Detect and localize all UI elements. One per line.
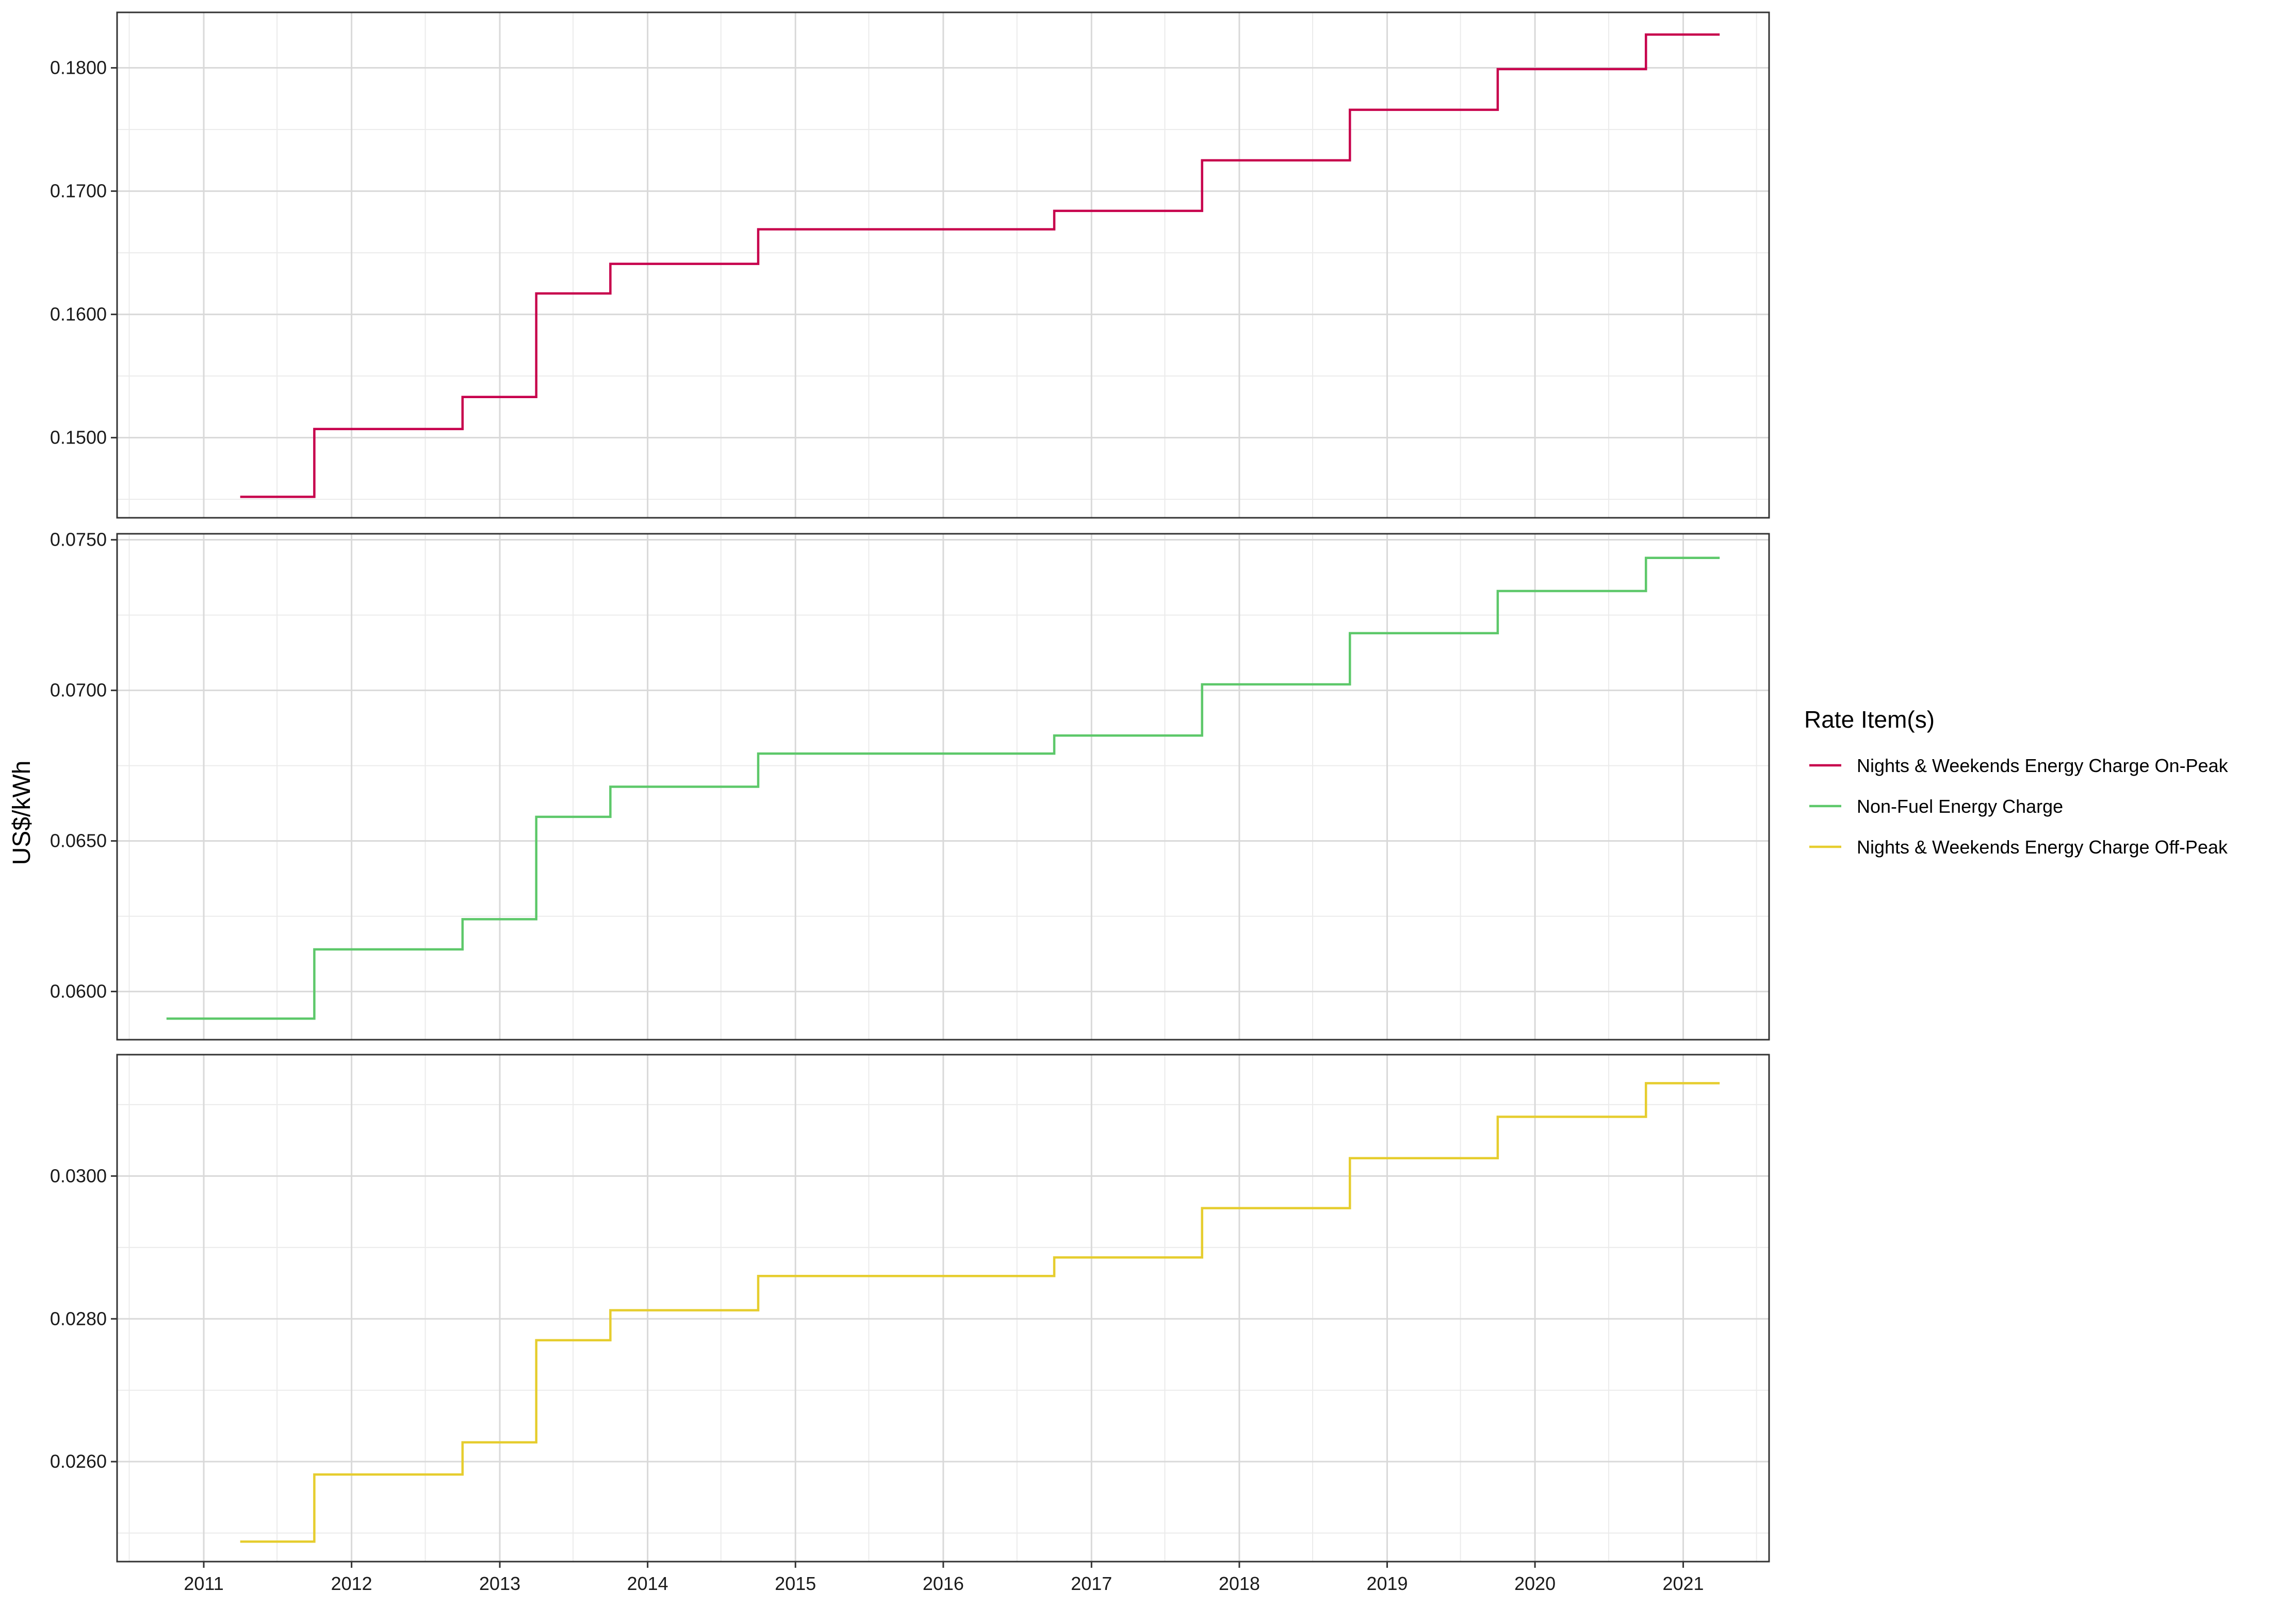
- legend-label: Non-Fuel Energy Charge: [1857, 796, 2063, 817]
- y-tick-label: 0.1500: [50, 427, 107, 448]
- y-tick-label: 0.0700: [50, 680, 107, 701]
- legend-label: Nights & Weekends Energy Charge On-Peak: [1857, 755, 2229, 776]
- panel-1: 0.1500 0.1600 0.1700 0.1800: [50, 11, 1770, 519]
- x-tick-label: 2013: [479, 1573, 520, 1594]
- x-tick-label: 2021: [1662, 1573, 1704, 1594]
- legend: Rate Item(s) Nights & Weekends Energy Ch…: [1804, 706, 2229, 858]
- y-tick-label: 0.0600: [50, 981, 107, 1002]
- series-line: [240, 1082, 1720, 1543]
- x-tick-label: 2017: [1071, 1573, 1112, 1594]
- y-axis-title: US$/kWh: [8, 761, 36, 865]
- x-tick-label: 2011: [184, 1573, 223, 1594]
- y-tick-label: 0.1800: [50, 57, 107, 78]
- x-tick-label: 2012: [331, 1573, 372, 1594]
- y-tick-label: 0.0650: [50, 830, 107, 851]
- legend-items: Nights & Weekends Energy Charge On-Peak N…: [1809, 755, 2229, 858]
- x-axis: 2011 2012 2013 2014 2015 2016 2017 2018 2019 2020…: [184, 1562, 1704, 1594]
- x-tick-label: 2018: [1219, 1573, 1260, 1594]
- series-line: [166, 556, 1720, 1020]
- y-tick-label: 0.0300: [50, 1165, 107, 1186]
- x-tick-label: 2014: [627, 1573, 668, 1594]
- y-tick-label: 0.0260: [50, 1451, 107, 1472]
- x-tick-label: 2019: [1366, 1573, 1408, 1594]
- x-tick-label: 2020: [1514, 1573, 1556, 1594]
- panel-border: [116, 11, 1770, 519]
- legend-label: Nights & Weekends Energy Charge Off-Peak: [1857, 836, 2228, 858]
- panel-border: [116, 533, 1770, 1041]
- panel-3: 0.0260 0.0280 0.0300: [50, 1054, 1770, 1563]
- y-tick-label: 0.0750: [50, 529, 107, 550]
- x-tick-label: 2016: [923, 1573, 964, 1594]
- y-tick-label: 0.0280: [50, 1308, 107, 1329]
- y-tick-label: 0.1700: [50, 181, 107, 202]
- x-tick-label: 2015: [775, 1573, 816, 1594]
- legend-title: Rate Item(s): [1804, 706, 1935, 733]
- y-tick-label: 0.1600: [50, 304, 107, 325]
- panels-layer: 0.1500 0.1600 0.1700 0.1800 0.0600 0.0650 0.07…: [50, 11, 1770, 1563]
- panel-2: 0.0600 0.0650 0.0700 0.0750: [50, 529, 1770, 1041]
- series-line: [240, 33, 1720, 498]
